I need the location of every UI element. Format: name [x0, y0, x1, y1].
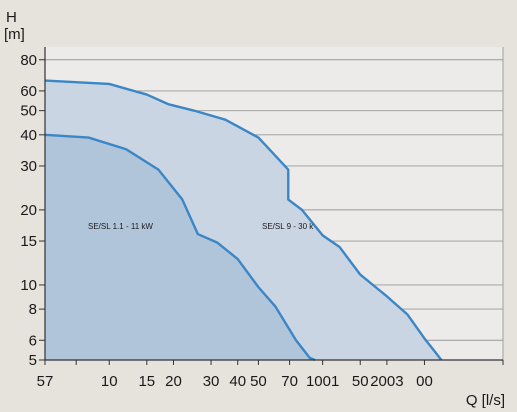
x-tick-label: 10 — [101, 373, 118, 390]
curve-areas — [45, 80, 442, 360]
curve-lines — [44, 79, 443, 362]
y-tick-label: 5 — [29, 352, 37, 369]
x-tick-label: 15 — [138, 373, 155, 390]
y-tick-label: 6 — [29, 332, 37, 349]
y-tick-label: 80 — [20, 52, 37, 69]
y-tick-label: 15 — [20, 233, 37, 250]
series-line-0 — [44, 133, 316, 362]
y-tick-label: 60 — [20, 83, 37, 100]
series-label-large: SE/SL 9 - 30 k — [262, 222, 314, 231]
x-tick-label: 20 — [165, 373, 182, 390]
axes — [39, 47, 504, 365]
y-tick-labels: 5 6 8 10 15 20 30 40 50 60 80 — [20, 52, 37, 369]
y-axis-title-unit: [m] — [4, 26, 25, 43]
y-tick-label: 20 — [20, 202, 37, 219]
series-label-small: SE/SL 1.1 - 11 kW — [88, 222, 153, 231]
series-area-0 — [45, 134, 315, 360]
y-tick-label: 40 — [20, 127, 37, 144]
x-tick-label: 50 — [352, 373, 369, 390]
x-tick-label: 40 — [229, 373, 246, 390]
series-line-1 — [44, 79, 443, 361]
y-tick-label: 50 — [20, 103, 37, 120]
x-tick-label: 1001 — [306, 373, 339, 390]
x-tick-label: 50 — [250, 373, 267, 390]
x-tick-label: 57 — [37, 373, 54, 390]
x-tick-label: 70 — [281, 373, 298, 390]
x-tick-label: 00 — [416, 373, 433, 390]
x-tick-labels: 57 10 15 20 30 40 50 70 1001 50 2003 00 — [37, 373, 433, 390]
x-axis-title: Q [l/s] — [466, 392, 505, 409]
y-tick-label: 8 — [29, 301, 37, 318]
y-tick-label: 10 — [20, 277, 37, 294]
x-tick-label: 30 — [203, 373, 220, 390]
y-axis-title-symbol: H — [6, 9, 17, 26]
x-tick-label: 2003 — [370, 373, 403, 390]
y-tick-label: 30 — [20, 158, 37, 175]
